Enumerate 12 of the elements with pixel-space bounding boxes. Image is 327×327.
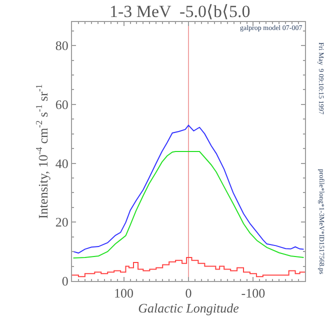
x-tick-label: 0	[185, 286, 192, 301]
x-tick-label: -100	[241, 286, 266, 301]
y-tick-label: 20	[55, 214, 68, 230]
chart-title: 1-3 MeV -5.0⟨b⟨5.0	[110, 2, 250, 21]
y-tick-label: 60	[55, 96, 68, 112]
x-tick-label: 100	[114, 286, 134, 301]
line-series	[72, 151, 304, 259]
x-axis-title: Galactic Longitude	[138, 300, 240, 316]
line-series	[72, 124, 304, 254]
y-tick-label: 40	[55, 156, 68, 171]
y-tick-label: 80	[55, 38, 68, 54]
y-tick-label: 0	[62, 274, 68, 289]
